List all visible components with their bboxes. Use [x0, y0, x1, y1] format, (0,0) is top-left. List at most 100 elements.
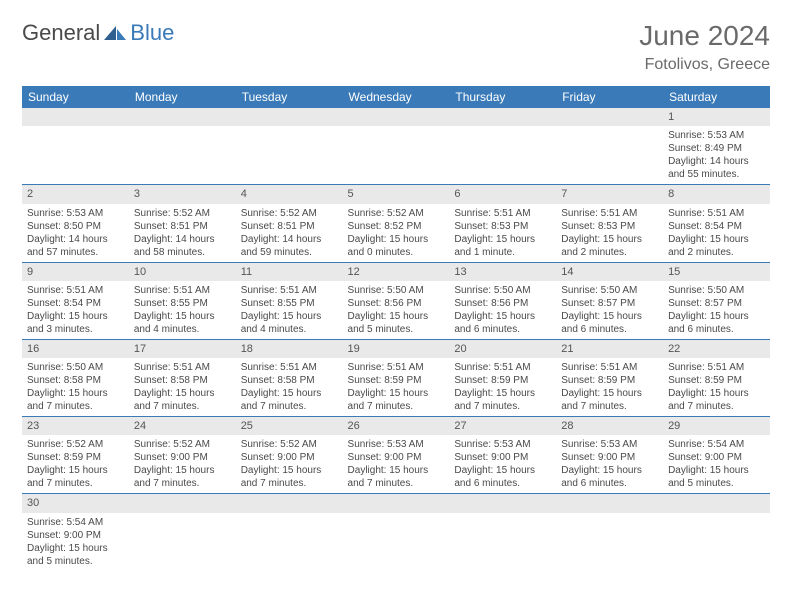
- day-number: 2: [22, 185, 129, 204]
- day-cell: [236, 126, 343, 185]
- day-cell: Sunrise: 5:51 AMSunset: 8:58 PMDaylight:…: [236, 358, 343, 417]
- day-number: 25: [236, 417, 343, 436]
- week-row: Sunrise: 5:53 AMSunset: 8:49 PMDaylight:…: [22, 126, 770, 185]
- day-cell: [129, 126, 236, 185]
- sunset-text: Sunset: 8:59 PM: [454, 374, 551, 387]
- sunset-text: Sunset: 8:58 PM: [27, 374, 124, 387]
- daylight-text-1: Daylight: 15 hours: [134, 464, 231, 477]
- sunset-text: Sunset: 9:00 PM: [668, 451, 765, 464]
- daylight-text-1: Daylight: 15 hours: [27, 387, 124, 400]
- day-number: 3: [129, 185, 236, 204]
- day-cell: [22, 126, 129, 185]
- day-cell: Sunrise: 5:51 AMSunset: 8:54 PMDaylight:…: [22, 281, 129, 340]
- logo-text-blue: Blue: [130, 20, 174, 46]
- sunrise-text: Sunrise: 5:51 AM: [668, 361, 765, 374]
- daylight-text-2: and 0 minutes.: [348, 246, 445, 259]
- daylight-text-2: and 1 minute.: [454, 246, 551, 259]
- weekday-header: Wednesday: [343, 86, 450, 108]
- daylight-text-1: Daylight: 15 hours: [348, 233, 445, 246]
- day-cell: Sunrise: 5:53 AMSunset: 8:50 PMDaylight:…: [22, 204, 129, 263]
- day-number: [129, 108, 236, 126]
- day-cell: [556, 513, 663, 571]
- daylight-text-1: Daylight: 15 hours: [561, 464, 658, 477]
- day-cell: Sunrise: 5:51 AMSunset: 8:54 PMDaylight:…: [663, 204, 770, 263]
- sunset-text: Sunset: 8:49 PM: [668, 142, 765, 155]
- daylight-text-2: and 7 minutes.: [454, 400, 551, 413]
- sunrise-text: Sunrise: 5:51 AM: [561, 207, 658, 220]
- sunset-text: Sunset: 8:58 PM: [241, 374, 338, 387]
- sunset-text: Sunset: 8:59 PM: [348, 374, 445, 387]
- day-cell: Sunrise: 5:52 AMSunset: 9:00 PMDaylight:…: [236, 435, 343, 494]
- day-cell: Sunrise: 5:52 AMSunset: 8:51 PMDaylight:…: [129, 204, 236, 263]
- daylight-text-1: Daylight: 15 hours: [454, 310, 551, 323]
- daylight-text-1: Daylight: 15 hours: [454, 233, 551, 246]
- sunrise-text: Sunrise: 5:51 AM: [134, 284, 231, 297]
- daynum-row: 2345678: [22, 185, 770, 204]
- sunset-text: Sunset: 9:00 PM: [134, 451, 231, 464]
- day-cell: Sunrise: 5:51 AMSunset: 8:53 PMDaylight:…: [556, 204, 663, 263]
- daylight-text-1: Daylight: 15 hours: [27, 310, 124, 323]
- sunset-text: Sunset: 8:53 PM: [561, 220, 658, 233]
- day-cell: [449, 126, 556, 185]
- day-cell: Sunrise: 5:50 AMSunset: 8:56 PMDaylight:…: [343, 281, 450, 340]
- day-cell: Sunrise: 5:53 AMSunset: 9:00 PMDaylight:…: [343, 435, 450, 494]
- sunset-text: Sunset: 8:54 PM: [27, 297, 124, 310]
- sunrise-text: Sunrise: 5:53 AM: [454, 438, 551, 451]
- sunrise-text: Sunrise: 5:53 AM: [27, 207, 124, 220]
- daylight-text-1: Daylight: 14 hours: [134, 233, 231, 246]
- sunrise-text: Sunrise: 5:53 AM: [561, 438, 658, 451]
- sunrise-text: Sunrise: 5:50 AM: [27, 361, 124, 374]
- week-row: Sunrise: 5:53 AMSunset: 8:50 PMDaylight:…: [22, 204, 770, 263]
- sunrise-text: Sunrise: 5:52 AM: [134, 438, 231, 451]
- week-row: Sunrise: 5:51 AMSunset: 8:54 PMDaylight:…: [22, 281, 770, 340]
- day-cell: Sunrise: 5:50 AMSunset: 8:57 PMDaylight:…: [556, 281, 663, 340]
- daylight-text-1: Daylight: 15 hours: [348, 387, 445, 400]
- sunrise-text: Sunrise: 5:50 AM: [668, 284, 765, 297]
- sunset-text: Sunset: 9:00 PM: [454, 451, 551, 464]
- day-number: 13: [449, 262, 556, 281]
- weekday-header: Thursday: [449, 86, 556, 108]
- daylight-text-1: Daylight: 15 hours: [668, 387, 765, 400]
- day-cell: [556, 126, 663, 185]
- sunrise-text: Sunrise: 5:51 AM: [454, 207, 551, 220]
- daylight-text-1: Daylight: 15 hours: [134, 310, 231, 323]
- sunset-text: Sunset: 8:59 PM: [561, 374, 658, 387]
- day-number: 26: [343, 417, 450, 436]
- weekday-header: Tuesday: [236, 86, 343, 108]
- day-cell: [129, 513, 236, 571]
- sunrise-text: Sunrise: 5:51 AM: [134, 361, 231, 374]
- day-number: [556, 494, 663, 513]
- sunrise-text: Sunrise: 5:51 AM: [668, 207, 765, 220]
- daynum-row: 1: [22, 108, 770, 126]
- day-number: 9: [22, 262, 129, 281]
- daylight-text-2: and 7 minutes.: [348, 400, 445, 413]
- sunrise-text: Sunrise: 5:52 AM: [134, 207, 231, 220]
- logo-text-general: General: [22, 20, 100, 46]
- weekday-header: Saturday: [663, 86, 770, 108]
- day-number: [343, 108, 450, 126]
- sunset-text: Sunset: 8:59 PM: [668, 374, 765, 387]
- day-cell: Sunrise: 5:50 AMSunset: 8:57 PMDaylight:…: [663, 281, 770, 340]
- sunrise-text: Sunrise: 5:51 AM: [27, 284, 124, 297]
- day-cell: [236, 513, 343, 571]
- sunset-text: Sunset: 8:56 PM: [348, 297, 445, 310]
- day-cell: Sunrise: 5:51 AMSunset: 8:58 PMDaylight:…: [129, 358, 236, 417]
- day-cell: Sunrise: 5:52 AMSunset: 9:00 PMDaylight:…: [129, 435, 236, 494]
- day-number: [556, 108, 663, 126]
- sunset-text: Sunset: 9:00 PM: [241, 451, 338, 464]
- week-row: Sunrise: 5:50 AMSunset: 8:58 PMDaylight:…: [22, 358, 770, 417]
- day-cell: [663, 513, 770, 571]
- day-number: 21: [556, 339, 663, 358]
- calendar-table: Sunday Monday Tuesday Wednesday Thursday…: [22, 86, 770, 571]
- day-number: [663, 494, 770, 513]
- sunset-text: Sunset: 8:57 PM: [668, 297, 765, 310]
- day-cell: [449, 513, 556, 571]
- daylight-text-1: Daylight: 14 hours: [668, 155, 765, 168]
- day-cell: Sunrise: 5:53 AMSunset: 8:49 PMDaylight:…: [663, 126, 770, 185]
- sunrise-text: Sunrise: 5:52 AM: [241, 207, 338, 220]
- daylight-text-1: Daylight: 15 hours: [668, 233, 765, 246]
- day-cell: Sunrise: 5:51 AMSunset: 8:59 PMDaylight:…: [556, 358, 663, 417]
- sunset-text: Sunset: 8:52 PM: [348, 220, 445, 233]
- daylight-text-2: and 3 minutes.: [27, 323, 124, 336]
- sunset-text: Sunset: 8:57 PM: [561, 297, 658, 310]
